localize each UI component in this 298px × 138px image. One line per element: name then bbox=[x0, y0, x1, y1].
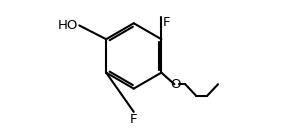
Text: F: F bbox=[163, 16, 170, 29]
Text: F: F bbox=[130, 113, 137, 126]
Text: O: O bbox=[171, 78, 181, 91]
Text: HO: HO bbox=[58, 19, 78, 32]
